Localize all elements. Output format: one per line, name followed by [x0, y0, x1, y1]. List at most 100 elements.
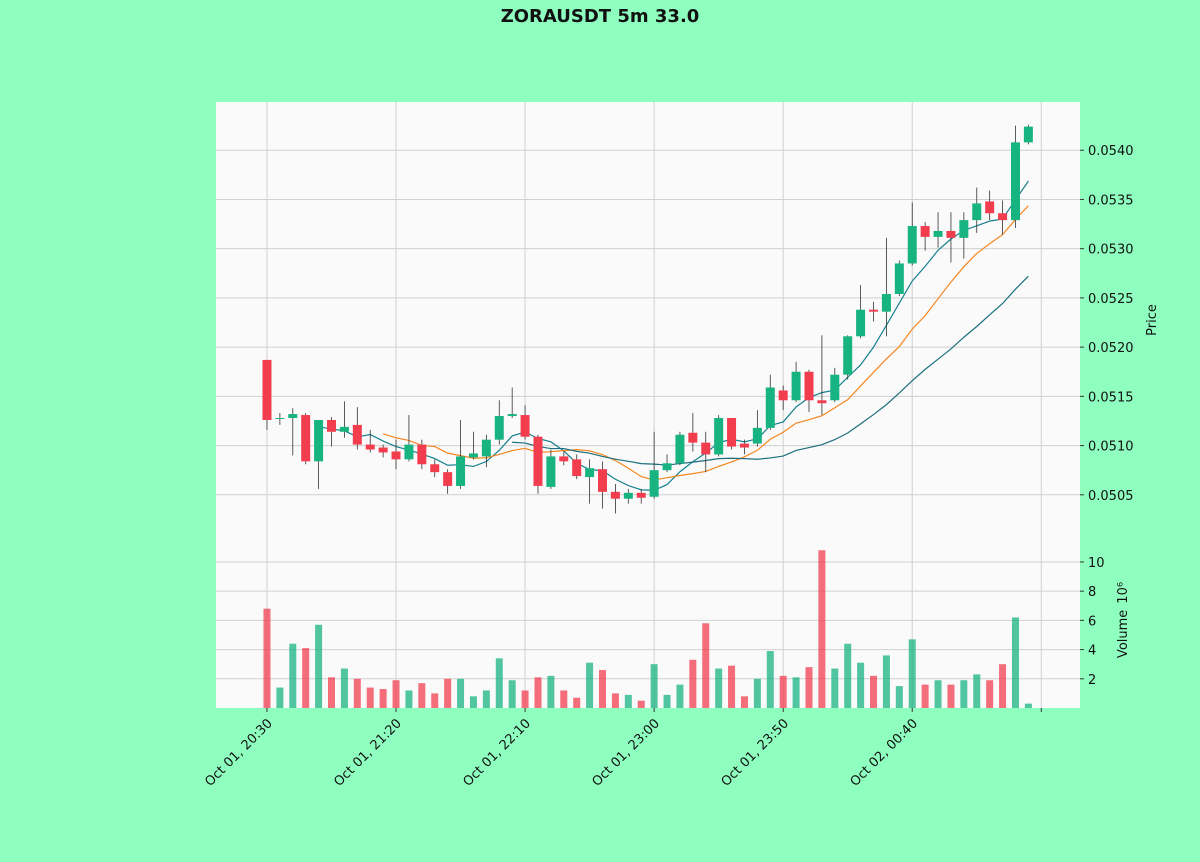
candle-body — [675, 434, 685, 464]
volume-bar — [663, 694, 671, 708]
volume-bar — [689, 659, 697, 708]
volume-bar — [676, 684, 684, 708]
y-tick-label: 0.0505 — [1088, 489, 1134, 504]
candle-body — [1023, 126, 1033, 143]
volume-bar — [908, 639, 916, 708]
volume-bar — [276, 687, 284, 708]
volume-bar — [947, 684, 955, 708]
candle-body — [365, 444, 375, 450]
candle-body — [572, 459, 582, 477]
y-tick-label: 0.0530 — [1088, 243, 1134, 258]
y-tick-label: 0.0525 — [1088, 292, 1134, 307]
candle-body — [636, 492, 646, 498]
candle-body — [339, 426, 349, 432]
volume-bar — [870, 675, 878, 708]
candle-body — [610, 491, 620, 499]
candle-body — [701, 442, 711, 455]
volume-bar — [495, 658, 503, 708]
volume-bar — [340, 668, 348, 708]
candle-body — [533, 436, 543, 486]
volume-bar — [1024, 703, 1032, 708]
candle-body — [262, 359, 272, 420]
candle-body — [404, 444, 414, 460]
candle-body — [481, 439, 491, 457]
candle-body — [894, 263, 904, 294]
candle-body — [314, 419, 324, 462]
candle-body — [417, 444, 427, 465]
candle-body — [959, 220, 969, 238]
volume-scale: 10⁶ — [1116, 582, 1131, 604]
volume-bar — [469, 696, 477, 708]
candle-body — [727, 418, 737, 447]
candle-body — [817, 400, 827, 404]
candle-body — [804, 371, 814, 401]
y-tick-label: 6 — [1088, 614, 1096, 629]
volume-label: Volume — [1116, 610, 1131, 658]
volume-bar — [740, 696, 748, 708]
y-tick-label: 0.0510 — [1088, 440, 1134, 455]
volume-bar — [482, 690, 490, 708]
y-tick-label: 0.0520 — [1088, 341, 1134, 356]
y-tick-label: 0.0540 — [1088, 144, 1134, 159]
volume-bar — [766, 651, 774, 708]
candle-body — [494, 416, 504, 440]
volume-bar — [715, 668, 723, 708]
volume-bar — [792, 677, 800, 708]
candle-body — [765, 387, 775, 428]
y-tick-label: 0.0515 — [1088, 390, 1134, 405]
plot-area — [216, 102, 1080, 708]
candle-body — [985, 201, 995, 214]
volume-bar — [702, 623, 710, 708]
candle-body — [378, 447, 388, 453]
y-tick-label: 10 — [1088, 556, 1105, 571]
volume-bar — [805, 667, 813, 708]
candle-body — [920, 226, 930, 237]
candle-body — [856, 309, 866, 337]
moving-average-line — [318, 180, 1029, 491]
candle-body — [546, 456, 556, 487]
volume-bar — [418, 683, 426, 708]
volume-bar — [315, 624, 323, 708]
candle-body — [791, 371, 801, 401]
volume-bar — [405, 690, 413, 708]
candle-body — [843, 336, 853, 375]
y-tick-label: 4 — [1088, 644, 1096, 659]
candle-body — [520, 415, 530, 437]
volume-bar — [999, 664, 1007, 708]
volume-bar — [637, 700, 645, 708]
volume-bar — [328, 677, 336, 708]
candle-body — [327, 419, 337, 432]
volume-bar — [921, 684, 929, 708]
volume-bar — [263, 608, 271, 708]
chart-title: ZORAUSDT 5m 33.0 — [501, 6, 700, 27]
candle-body — [778, 390, 788, 401]
volume-bar — [353, 678, 361, 708]
candle-body — [933, 230, 943, 237]
candle-body — [301, 415, 311, 462]
volume-bar — [431, 693, 439, 708]
volume-bar — [844, 643, 852, 708]
candle-body — [907, 226, 917, 264]
candle-body — [507, 414, 517, 417]
moving-average-line — [512, 275, 1029, 466]
candle-body — [468, 453, 478, 458]
volume-bar — [521, 690, 529, 708]
volume-bar — [831, 668, 839, 708]
volume-bar — [599, 670, 607, 708]
price-axis-label: Price — [1145, 304, 1160, 336]
candle-body — [623, 492, 633, 499]
volume-bar — [457, 678, 465, 708]
candle-body — [869, 309, 879, 312]
volume-bar — [302, 648, 310, 708]
volume-bar — [779, 675, 787, 708]
volume-bar — [624, 694, 632, 708]
candle-body — [739, 443, 749, 448]
candle-body — [714, 418, 724, 455]
volume-bar — [986, 680, 994, 708]
volume-bar — [573, 697, 581, 708]
volume-bar — [508, 680, 516, 708]
candle-body — [688, 432, 698, 443]
volume-axis-label: Volume 10⁶ — [1116, 582, 1131, 658]
candle-body — [585, 468, 595, 478]
